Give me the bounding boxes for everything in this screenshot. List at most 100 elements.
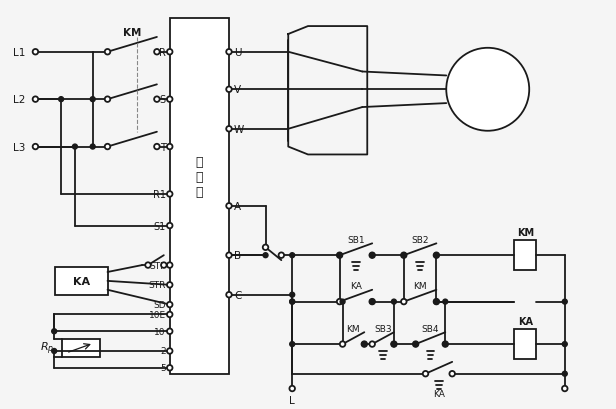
Circle shape	[167, 282, 172, 288]
Text: SB4: SB4	[422, 324, 439, 333]
Circle shape	[154, 144, 160, 150]
Text: KA: KA	[350, 282, 362, 291]
Bar	[55, 267, 108, 295]
Text: KM: KM	[347, 324, 360, 333]
Circle shape	[33, 50, 38, 55]
Circle shape	[33, 97, 38, 103]
Circle shape	[226, 50, 232, 55]
Circle shape	[263, 245, 269, 250]
Text: S1: S1	[153, 221, 166, 231]
Circle shape	[337, 253, 342, 258]
Circle shape	[226, 204, 232, 209]
Circle shape	[337, 299, 342, 305]
Text: KA: KA	[518, 317, 533, 326]
Circle shape	[167, 348, 172, 354]
Circle shape	[167, 192, 172, 197]
Text: SB2: SB2	[411, 235, 429, 244]
Circle shape	[167, 302, 172, 308]
Text: W: W	[234, 124, 244, 135]
Circle shape	[401, 299, 407, 305]
Text: 2: 2	[160, 347, 166, 355]
Text: T: T	[160, 142, 166, 152]
Circle shape	[413, 342, 418, 347]
Text: V: V	[234, 85, 241, 95]
Circle shape	[362, 342, 367, 347]
Bar	[514, 330, 536, 359]
Text: L: L	[290, 396, 295, 405]
Text: KM: KM	[123, 28, 142, 38]
Circle shape	[340, 299, 345, 304]
Circle shape	[443, 342, 448, 347]
Circle shape	[73, 145, 78, 150]
Text: L1: L1	[13, 47, 25, 58]
Text: 10: 10	[154, 327, 166, 336]
Text: 10E: 10E	[148, 310, 166, 319]
Circle shape	[167, 223, 172, 229]
Circle shape	[290, 292, 294, 297]
Text: S: S	[160, 95, 166, 105]
Circle shape	[52, 348, 57, 354]
Circle shape	[105, 50, 110, 55]
Circle shape	[340, 342, 346, 347]
Bar	[514, 241, 536, 270]
Circle shape	[434, 299, 439, 304]
Circle shape	[290, 299, 294, 304]
Text: KM: KM	[413, 282, 427, 291]
Text: SB3: SB3	[375, 324, 392, 333]
Circle shape	[167, 312, 172, 317]
Circle shape	[59, 97, 63, 102]
Circle shape	[105, 144, 110, 150]
Circle shape	[161, 263, 166, 268]
Circle shape	[167, 263, 172, 268]
Circle shape	[337, 253, 342, 258]
Circle shape	[226, 87, 232, 93]
Circle shape	[52, 329, 57, 334]
Circle shape	[167, 97, 172, 103]
Circle shape	[370, 299, 375, 304]
Circle shape	[90, 145, 95, 150]
Circle shape	[145, 263, 151, 268]
Circle shape	[402, 253, 407, 258]
Circle shape	[226, 253, 232, 258]
Circle shape	[290, 342, 294, 347]
Circle shape	[562, 371, 567, 376]
Circle shape	[442, 342, 448, 347]
Circle shape	[226, 292, 232, 298]
Text: A: A	[234, 201, 241, 211]
Text: KM: KM	[517, 228, 534, 238]
Text: L3: L3	[13, 142, 25, 152]
Circle shape	[370, 342, 375, 347]
Circle shape	[402, 299, 407, 304]
Text: 5: 5	[160, 363, 166, 372]
Circle shape	[391, 342, 396, 347]
Circle shape	[401, 253, 407, 258]
Circle shape	[562, 342, 567, 347]
Circle shape	[434, 299, 439, 305]
Text: $R_p$: $R_p$	[40, 340, 54, 356]
Circle shape	[278, 253, 284, 258]
Circle shape	[337, 299, 342, 304]
Circle shape	[413, 342, 418, 347]
Circle shape	[167, 50, 172, 55]
Circle shape	[391, 342, 397, 347]
Circle shape	[443, 299, 448, 304]
Circle shape	[362, 342, 367, 347]
Circle shape	[90, 97, 95, 102]
Circle shape	[167, 329, 172, 334]
Text: U: U	[234, 47, 241, 58]
Circle shape	[154, 50, 160, 55]
Circle shape	[434, 253, 439, 258]
Bar	[170, 19, 229, 374]
Text: KA: KA	[433, 389, 445, 398]
Circle shape	[290, 386, 295, 391]
Text: M: M	[479, 81, 496, 99]
Circle shape	[446, 49, 529, 131]
Circle shape	[562, 299, 567, 304]
Circle shape	[226, 127, 232, 132]
Circle shape	[154, 97, 160, 103]
Circle shape	[105, 97, 110, 103]
Text: KA: KA	[73, 276, 90, 286]
Circle shape	[450, 371, 455, 377]
Circle shape	[290, 253, 294, 258]
Text: B: B	[234, 251, 241, 261]
